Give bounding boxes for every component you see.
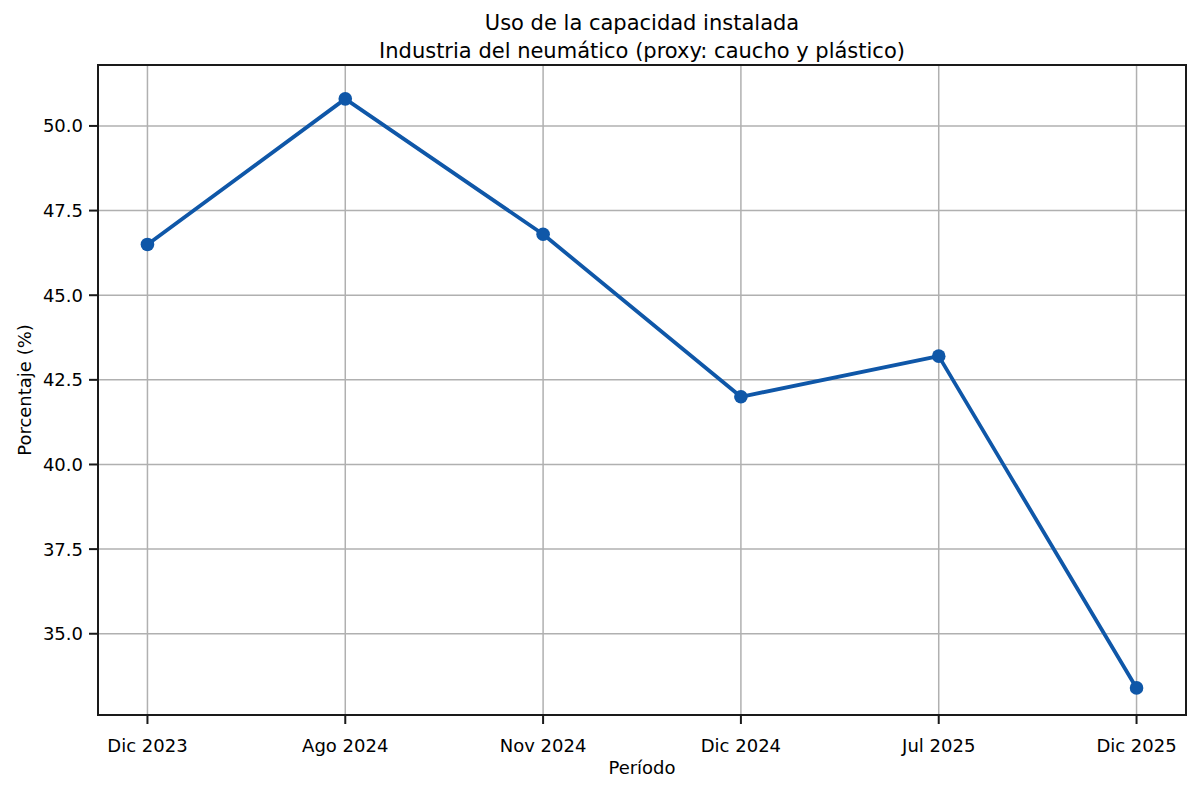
chart-figure: Uso de la capacidad instalada Industria … — [0, 0, 1200, 793]
x-tick-label: Nov 2024 — [500, 735, 587, 756]
data-point-marker — [141, 238, 155, 252]
data-point-marker — [932, 349, 946, 363]
data-point-marker — [536, 227, 550, 241]
y-tick-label: 37.5 — [43, 539, 83, 560]
plot-area: Dic 2023 Ago 2024 Nov 2024 Dic 2024 Jul 2025… — [0, 0, 1200, 793]
x-tick-label: Dic 2024 — [701, 735, 781, 756]
x-tick-label: Dic 2025 — [1096, 735, 1176, 756]
y-tick-label: 47.5 — [43, 200, 83, 221]
x-axis-label: Período — [98, 757, 1186, 778]
x-tick-label: Dic 2023 — [107, 735, 187, 756]
y-tick-label: 50.0 — [43, 115, 83, 136]
data-point-marker — [734, 390, 748, 404]
y-tick-label: 42.5 — [43, 369, 83, 390]
data-point-marker — [1130, 681, 1144, 695]
y-tick-label: 35.0 — [43, 623, 83, 644]
y-tick-label: 40.0 — [43, 454, 83, 475]
y-tick-label: 45.0 — [43, 285, 83, 306]
data-line — [147, 99, 1136, 688]
x-tick-label: Ago 2024 — [302, 735, 388, 756]
data-point-marker — [338, 92, 352, 106]
x-tick-label: Jul 2025 — [901, 735, 975, 756]
